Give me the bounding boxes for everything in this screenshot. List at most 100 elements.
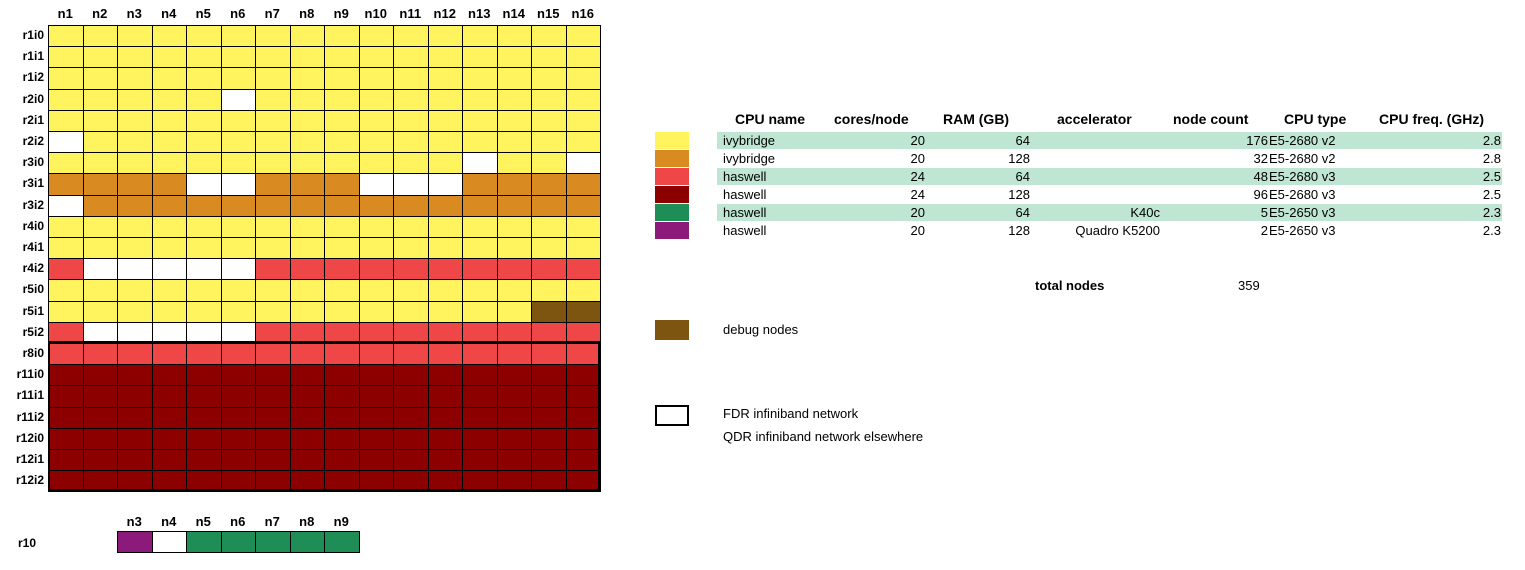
node-cell [82,470,118,493]
row-label: r1i2 [22,70,44,85]
node-cell [220,109,256,132]
node-cell [82,406,118,429]
node-cell [358,25,394,48]
node-cell [289,194,325,217]
node-cell [496,109,532,132]
r10-node-cell [324,531,360,553]
node-cell [186,385,222,408]
node-cell [48,237,84,260]
header-cpu-type: CPU type [1284,111,1347,127]
r10-node-cell [151,531,187,553]
row-label: r3i0 [22,155,44,170]
color-swatch [655,150,689,167]
column-label: n1 [57,6,73,21]
node-cell [427,215,463,238]
table-cell-node-count: 48 [1253,169,1268,184]
table-cell-cpu-name: haswell [723,169,767,184]
node-cell [565,215,601,238]
node-cell [496,343,532,366]
r10-column-label: n9 [333,514,349,529]
node-cell [289,258,325,281]
column-label: n10 [364,6,387,21]
node-cell [358,470,394,493]
node-cell [531,67,567,90]
r10-column-label: n6 [230,514,246,529]
node-cell [220,131,256,154]
column-label: n7 [264,6,280,21]
node-cell [565,343,601,366]
node-cell [324,131,360,154]
node-cell [289,300,325,323]
node-cell [496,215,532,238]
node-cell [48,321,84,344]
node-cell [565,470,601,493]
node-cell [220,67,256,90]
node-cell [462,343,498,366]
table-cell-node-count: 96 [1253,187,1268,202]
node-cell [117,46,153,69]
node-cell [496,364,532,387]
node-cell [565,194,601,217]
node-cell [48,88,84,111]
node-cell [427,194,463,217]
node-cell [220,46,256,69]
node-cell [255,88,291,111]
header-cores: cores/node [834,111,909,127]
node-cell [151,427,187,450]
node-cell [48,46,84,69]
table-cell-cpu-type: E5-2680 v3 [1269,169,1336,184]
table-cell-cores: 20 [910,133,925,148]
node-cell [289,364,325,387]
row-label: r3i2 [22,197,44,212]
column-label: n5 [195,6,211,21]
node-cell [82,237,118,260]
node-cell [565,67,601,90]
node-cell [462,194,498,217]
node-cell [531,237,567,260]
node-cell [48,385,84,408]
node-cell [565,449,601,472]
column-label: n4 [161,6,177,21]
node-cell [48,109,84,132]
node-cell [393,67,429,90]
node-cell [186,279,222,302]
node-cell [255,109,291,132]
table-cell-cpu-type: E5-2680 v3 [1269,187,1336,202]
node-cell [48,25,84,48]
node-cell [358,173,394,196]
node-cell [82,25,118,48]
node-cell [151,194,187,217]
node-cell [289,131,325,154]
node-cell [358,385,394,408]
node-cell [427,427,463,450]
node-cell [324,321,360,344]
column-label: n3 [126,6,142,21]
node-cell [462,385,498,408]
node-cell [220,427,256,450]
row-label: r2i2 [22,134,44,148]
table-cell-cpu-type: E5-2650 v3 [1269,223,1336,238]
node-cell [289,215,325,238]
node-cell [82,109,118,132]
node-cell [186,449,222,472]
node-cell [358,449,394,472]
node-cell [462,46,498,69]
row-label: r12i2 [15,473,44,488]
row-label: r11i1 [16,388,44,403]
node-cell [358,194,394,217]
node-cell [289,321,325,344]
node-cell [151,152,187,175]
node-cell [496,25,532,48]
node-cell [151,25,187,48]
node-cell [289,406,325,429]
row-label: r5i2 [22,324,44,339]
node-cell [255,470,291,493]
node-cell [531,406,567,429]
node-cell [117,321,153,344]
node-cell [462,67,498,90]
node-cell [531,46,567,69]
node-cell [48,343,84,366]
node-cell [324,237,360,260]
row-label: r2i0 [22,91,44,106]
node-cell [565,25,601,48]
